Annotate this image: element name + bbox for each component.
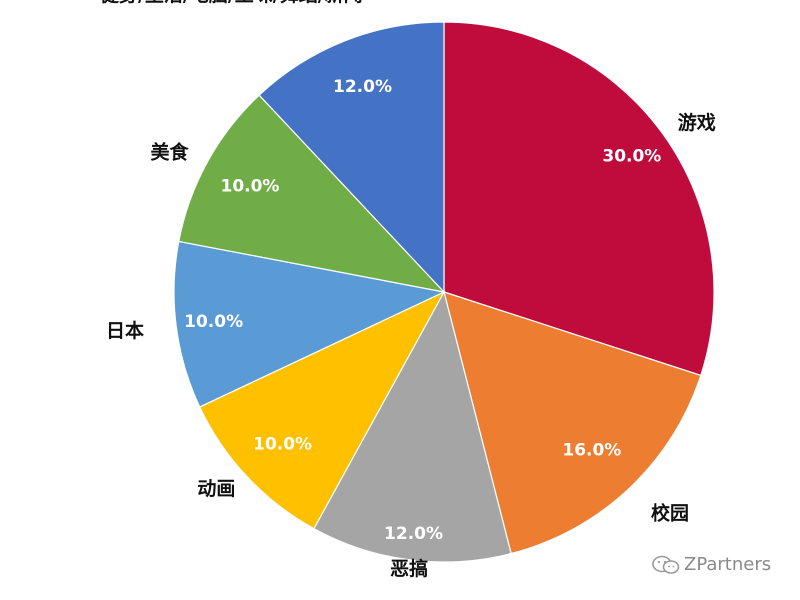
pie-slice-4 xyxy=(173,240,446,408)
pie-slice-5 xyxy=(178,94,446,293)
value-label-2: 12.0% xyxy=(384,524,443,544)
category-label-2: 恶搞 xyxy=(390,557,428,580)
watermark-text: ZPartners xyxy=(684,554,772,575)
value-label-3: 10.0% xyxy=(253,435,312,455)
category-label-0: 游戏 xyxy=(678,111,716,134)
pie-labels: 30.0% 游戏 16.0% 校园 12.0% 恶搞 10.0% 动画 10.0% 日本 10.0%… xyxy=(100,0,716,580)
watermark: ZPartners xyxy=(652,554,771,575)
category-label-1: 校园 xyxy=(651,501,689,524)
category-label-6: 健身/生活/电脑/土味/舞蹈/新闻 xyxy=(100,0,363,6)
pie-slice-2 xyxy=(313,290,512,563)
pie-slice-0 xyxy=(443,21,715,377)
pie-slice-1 xyxy=(443,291,702,555)
pie-slice-3 xyxy=(198,290,446,530)
category-label-4: 日本 xyxy=(106,319,144,342)
value-label-0: 30.0% xyxy=(602,147,661,167)
pie-slice-6 xyxy=(258,21,445,294)
wechat-icon xyxy=(652,555,680,574)
category-label-5: 美食 xyxy=(150,141,189,164)
value-label-1: 16.0% xyxy=(562,440,621,460)
pie-slices xyxy=(173,21,715,563)
value-label-5: 10.0% xyxy=(220,176,279,196)
value-label-6: 12.0% xyxy=(333,77,392,97)
value-label-4: 10.0% xyxy=(184,312,243,332)
category-label-3: 动画 xyxy=(197,478,235,500)
